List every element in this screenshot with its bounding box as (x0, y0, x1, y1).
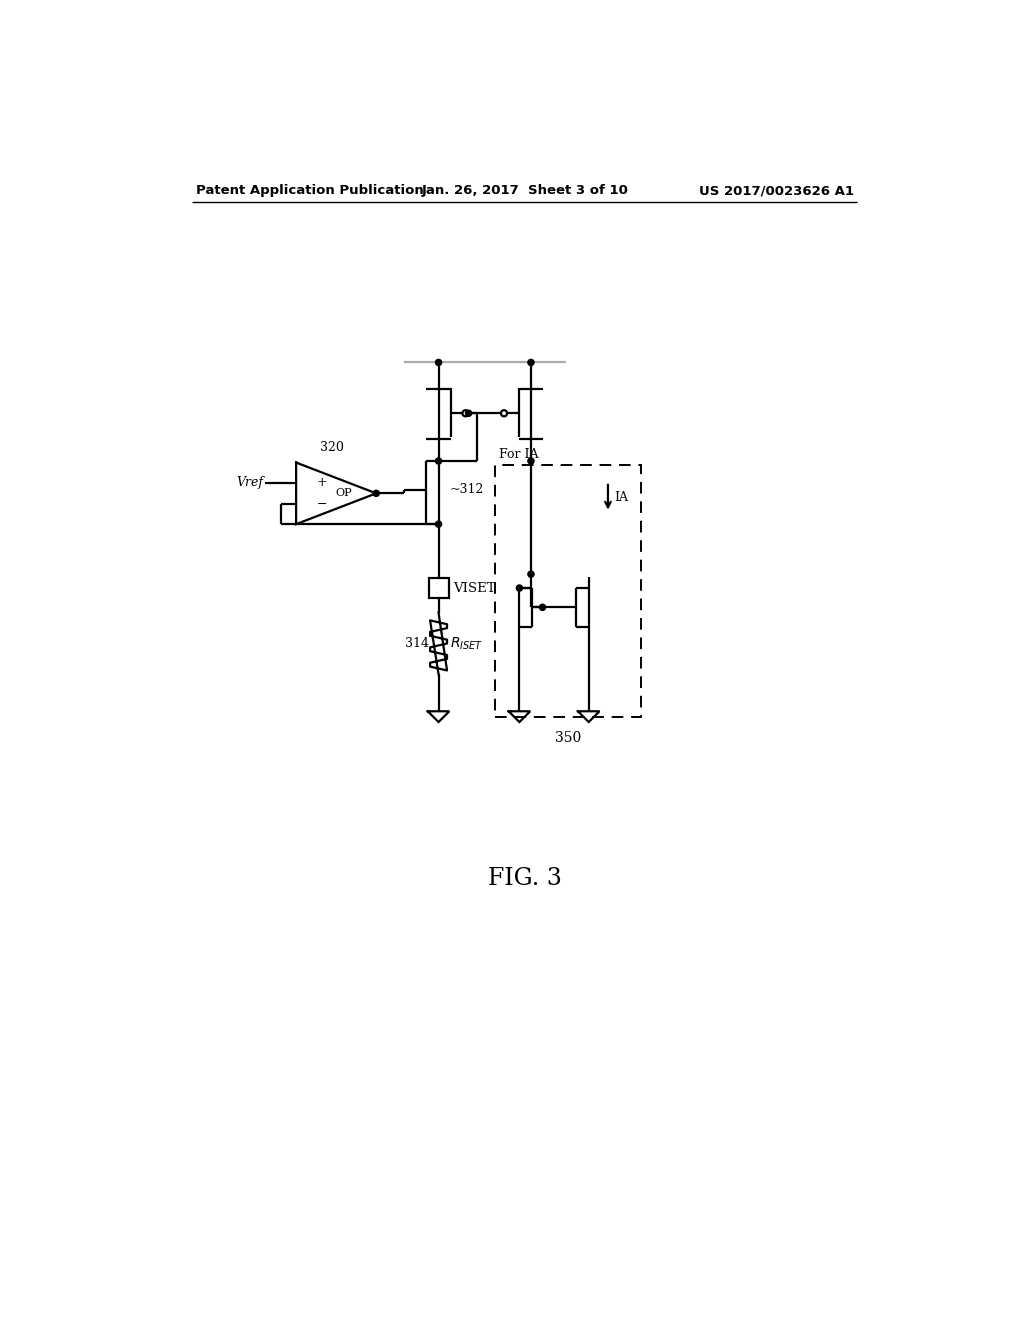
Circle shape (435, 359, 441, 366)
Text: For IA: For IA (499, 447, 539, 461)
Text: 350: 350 (555, 731, 581, 746)
Text: Patent Application Publication: Patent Application Publication (196, 185, 424, 197)
Circle shape (501, 411, 507, 416)
Text: FIG. 3: FIG. 3 (487, 867, 562, 890)
Text: −: − (317, 498, 328, 511)
Polygon shape (296, 462, 376, 524)
Text: IA: IA (614, 491, 628, 504)
Circle shape (373, 490, 379, 496)
Bar (429, 578, 449, 598)
Text: $R_{ISET}$: $R_{ISET}$ (451, 635, 483, 652)
Circle shape (435, 521, 441, 527)
Text: +: + (317, 477, 328, 490)
Text: Vref: Vref (236, 477, 263, 490)
Circle shape (435, 458, 441, 465)
Text: ~312: ~312 (451, 483, 484, 496)
Circle shape (528, 572, 535, 577)
Text: VISET: VISET (454, 582, 496, 594)
Circle shape (516, 585, 522, 591)
Text: 320: 320 (321, 441, 344, 454)
Circle shape (466, 411, 472, 416)
Circle shape (528, 458, 535, 465)
Text: Jan. 26, 2017  Sheet 3 of 10: Jan. 26, 2017 Sheet 3 of 10 (421, 185, 629, 197)
Text: US 2017/0023626 A1: US 2017/0023626 A1 (699, 185, 854, 197)
Text: OP: OP (336, 488, 352, 499)
Circle shape (540, 605, 546, 610)
Circle shape (463, 411, 469, 416)
Circle shape (528, 359, 535, 366)
Text: 314: 314 (406, 638, 429, 649)
